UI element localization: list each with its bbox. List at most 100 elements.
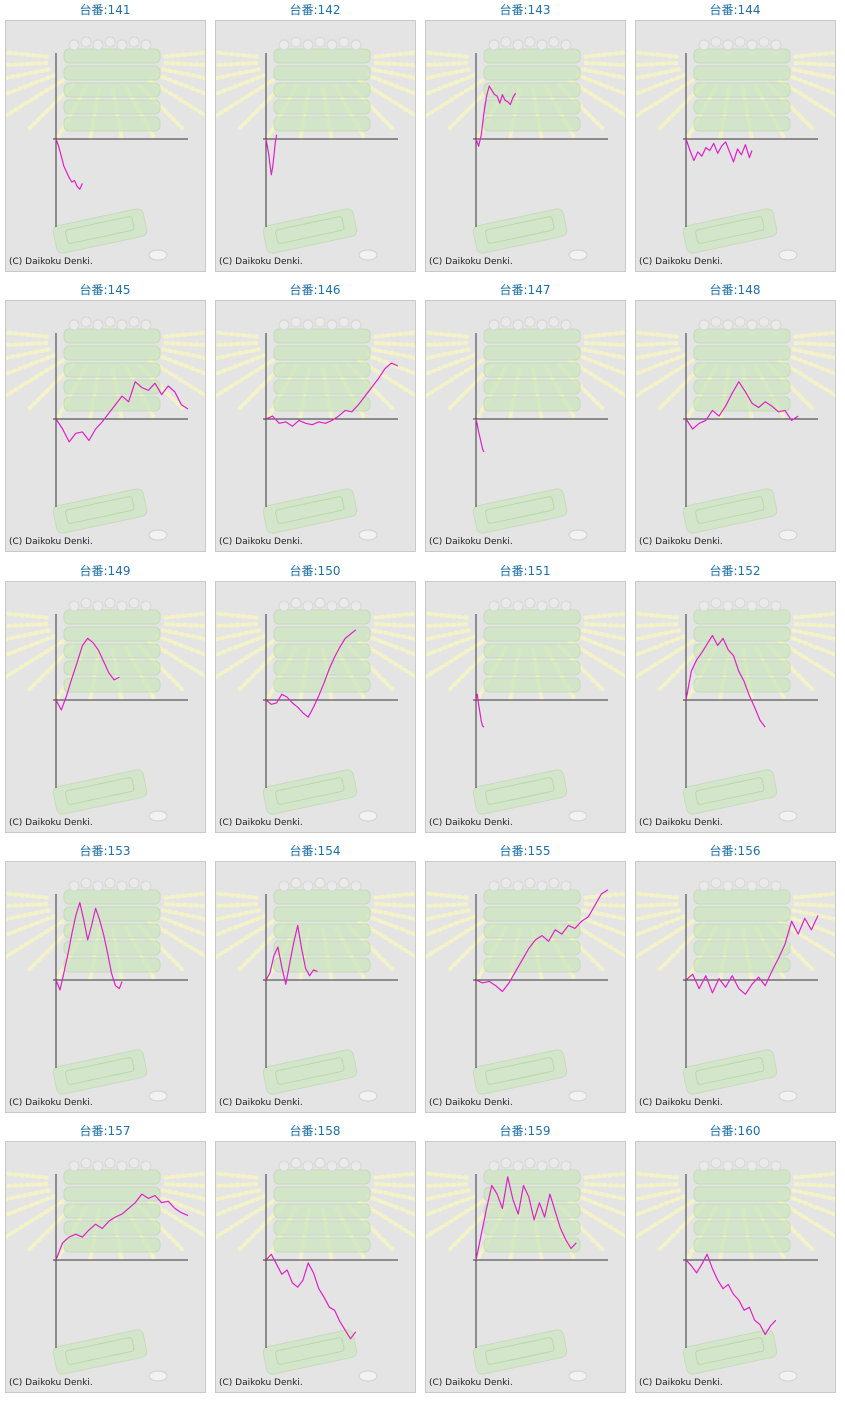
chart-title[interactable]: 台番:148: [709, 283, 761, 297]
chart-title[interactable]: 台番:159: [499, 1124, 551, 1138]
copyright-label: (C) Daikoku Denki.: [9, 257, 93, 267]
chart-cell: 台番:150 (C) Daikoku Denki.: [210, 561, 420, 835]
copyright-label: (C) Daikoku Denki.: [219, 1378, 303, 1388]
slump-graph-panel: (C) Daikoku Denki.: [635, 581, 836, 833]
copyright-label: (C) Daikoku Denki.: [9, 818, 93, 828]
slump-graph: [426, 36, 625, 261]
chart-title[interactable]: 台番:145: [79, 283, 131, 297]
chart-title[interactable]: 台番:158: [289, 1124, 341, 1138]
chart-title[interactable]: 台番:144: [709, 3, 761, 17]
slump-graph-panel: (C) Daikoku Denki.: [215, 581, 416, 833]
chart-title[interactable]: 台番:156: [709, 844, 761, 858]
chart-title[interactable]: 台番:146: [289, 283, 341, 297]
chart-cell: 台番:154 (C) Daikoku Denki.: [210, 841, 420, 1115]
data-series-line: [685, 138, 753, 163]
chart-title[interactable]: 台番:143: [499, 3, 551, 17]
background-art: [216, 316, 415, 541]
copyright-label: (C) Daikoku Denki.: [429, 257, 513, 267]
copyright-label: (C) Daikoku Denki.: [639, 537, 723, 547]
chart-cell: 台番:160 (C) Daikoku Denki.: [630, 1121, 840, 1395]
slump-graph-panel: (C) Daikoku Denki.: [5, 1141, 206, 1393]
background-art: [216, 1157, 415, 1382]
background-art: [426, 597, 625, 822]
background-art: [636, 597, 835, 822]
copyright-label: (C) Daikoku Denki.: [219, 257, 303, 267]
slump-graph-panel: (C) Daikoku Denki.: [425, 861, 626, 1113]
data-series-line: [475, 889, 609, 993]
slump-graph-panel: (C) Daikoku Denki.: [635, 300, 836, 552]
chart-cell: 台番:156 (C) Daikoku Denki.: [630, 841, 840, 1115]
chart-cell: 台番:149 (C) Daikoku Denki.: [0, 561, 210, 835]
slump-graph: [636, 877, 835, 1102]
chart-title[interactable]: 台番:154: [289, 844, 341, 858]
slump-graph: [216, 877, 415, 1102]
chart-cell: 台番:158 (C) Daikoku Denki.: [210, 1121, 420, 1395]
copyright-label: (C) Daikoku Denki.: [639, 1378, 723, 1388]
copyright-label: (C) Daikoku Denki.: [219, 537, 303, 547]
data-series-line: [55, 901, 123, 991]
background-art: [6, 1157, 205, 1382]
chart-title[interactable]: 台番:152: [709, 564, 761, 578]
data-series-line: [685, 634, 766, 728]
copyright-label: (C) Daikoku Denki.: [429, 818, 513, 828]
slump-graph: [426, 316, 625, 541]
chart-title[interactable]: 台番:150: [289, 564, 341, 578]
slump-graph: [6, 877, 205, 1102]
background-art: [216, 877, 415, 1102]
data-series-line: [55, 1193, 189, 1261]
slump-graph: [6, 597, 205, 822]
data-series-line: [685, 381, 799, 430]
chart-title[interactable]: 台番:149: [79, 564, 131, 578]
chart-title[interactable]: 台番:153: [79, 844, 131, 858]
chart-cell: 台番:148 (C) Daikoku Denki.: [630, 280, 840, 554]
data-series-line: [475, 1176, 577, 1261]
chart-cell: 台番:141 (C) Daikoku Denki.: [0, 0, 210, 274]
copyright-label: (C) Daikoku Denki.: [429, 1378, 513, 1388]
background-art: [216, 597, 415, 822]
chart-title[interactable]: 台番:151: [499, 564, 551, 578]
slump-graph-panel: (C) Daikoku Denki.: [425, 1141, 626, 1393]
data-series-line: [265, 362, 399, 427]
data-series-line: [265, 924, 318, 985]
chart-title[interactable]: 台番:147: [499, 283, 551, 297]
data-series-line: [475, 693, 485, 728]
slump-graph: [216, 36, 415, 261]
background-art: [426, 1157, 625, 1382]
slump-graph-panel: (C) Daikoku Denki.: [5, 300, 206, 552]
data-series-line: [685, 1253, 777, 1336]
chart-cell: 台番:155 (C) Daikoku Denki.: [420, 841, 630, 1115]
copyright-label: (C) Daikoku Denki.: [219, 1098, 303, 1108]
slump-graph: [636, 316, 835, 541]
chart-cell: 台番:153 (C) Daikoku Denki.: [0, 841, 210, 1115]
slump-graph-panel: (C) Daikoku Denki.: [215, 20, 416, 272]
data-series-line: [265, 134, 278, 176]
data-series-line: [685, 915, 819, 995]
chart-title[interactable]: 台番:142: [289, 3, 341, 17]
slump-graph-panel: (C) Daikoku Denki.: [215, 861, 416, 1113]
data-series-line: [55, 637, 120, 711]
chart-title[interactable]: 台番:155: [499, 844, 551, 858]
background-art: [216, 36, 415, 261]
background-art: [636, 1157, 835, 1382]
chart-cell: 台番:145 (C) Daikoku Denki.: [0, 280, 210, 554]
chart-title[interactable]: 台番:141: [79, 3, 131, 17]
data-series-line: [55, 138, 83, 190]
chart-title[interactable]: 台番:160: [709, 1124, 761, 1138]
slump-graph: [426, 597, 625, 822]
slump-graph: [636, 36, 835, 261]
chart-cell: 台番:147 (C) Daikoku Denki.: [420, 280, 630, 554]
data-series-line: [55, 381, 189, 443]
slump-graph-panel: (C) Daikoku Denki.: [5, 20, 206, 272]
slump-graph: [6, 1157, 205, 1382]
slump-graph: [6, 36, 205, 261]
background-art: [636, 316, 835, 541]
copyright-label: (C) Daikoku Denki.: [429, 537, 513, 547]
slump-graph-panel: (C) Daikoku Denki.: [5, 861, 206, 1113]
chart-title[interactable]: 台番:157: [79, 1124, 131, 1138]
slump-graph: [426, 877, 625, 1102]
slump-graph-panel: (C) Daikoku Denki.: [635, 1141, 836, 1393]
background-art: [426, 36, 625, 261]
slump-graph-panel: (C) Daikoku Denki.: [425, 20, 626, 272]
background-art: [636, 877, 835, 1102]
background-art: [426, 316, 625, 541]
